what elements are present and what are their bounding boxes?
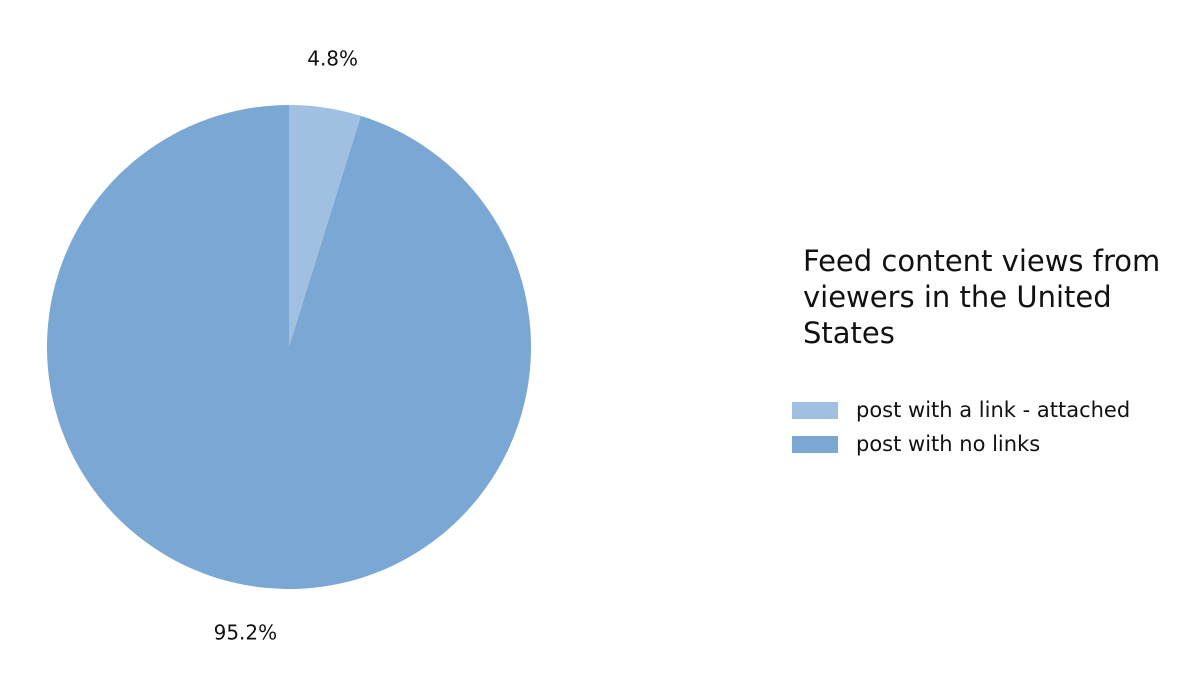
legend-label-link-attached: post with a link - attached [856,398,1131,422]
legend-swatch-no-links [792,435,838,453]
legend-title: Feed content views from viewers in the U… [803,244,1161,350]
legend-item-no-links: post with no links [792,427,1130,461]
pie-label-no-links: 95.2% [214,621,278,645]
pie-slice-link-attached [289,105,361,347]
legend-swatch-link-attached [792,401,838,419]
legend-item-link-attached: post with a link - attached [792,393,1130,427]
legend: post with a link - attached post with no… [792,393,1130,461]
pie-label-link-attached: 4.8% [307,46,358,70]
pie-slice-no-links [46,105,532,589]
legend-label-no-links: post with no links [856,432,1041,456]
